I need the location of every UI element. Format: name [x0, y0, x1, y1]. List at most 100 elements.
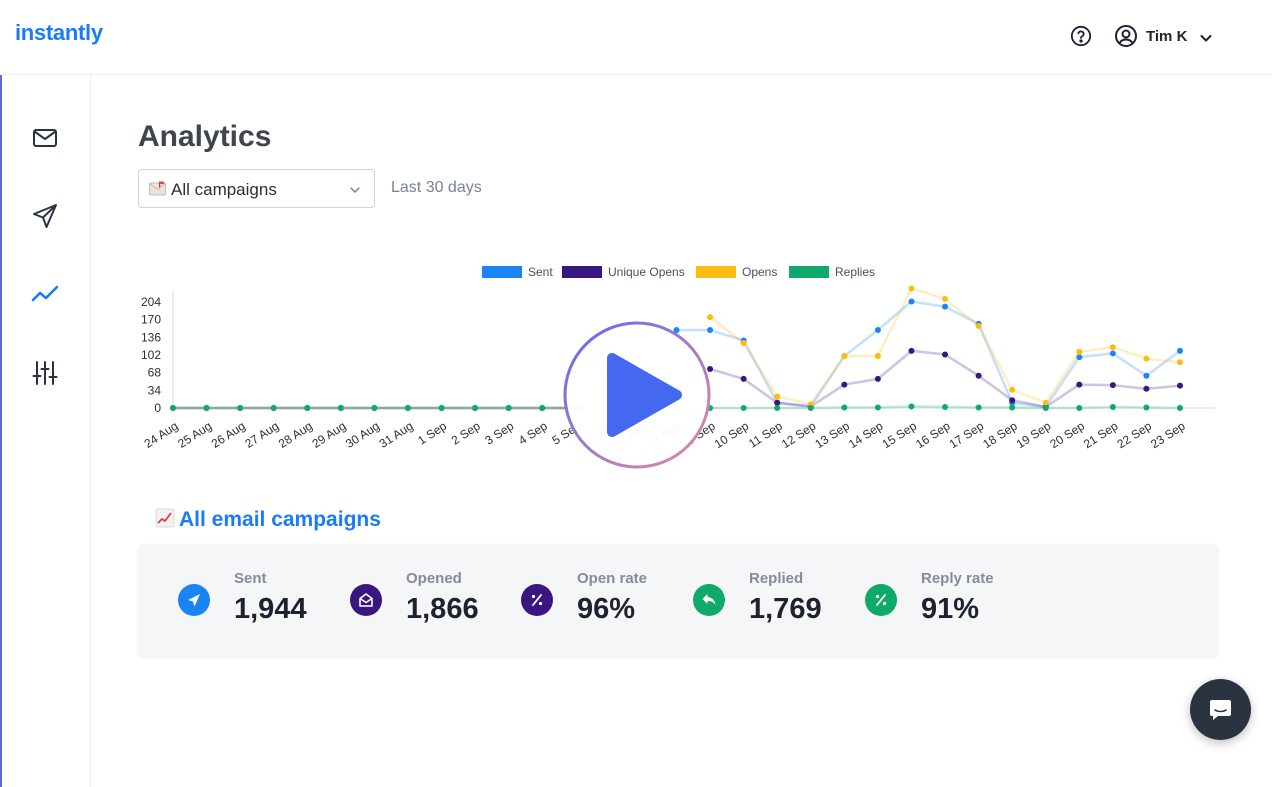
- data-point: [472, 405, 479, 411]
- y-tick-label: 102: [141, 348, 161, 362]
- data-point: [170, 405, 176, 411]
- x-tick-label: 20 Sep: [1047, 419, 1087, 452]
- data-point: [337, 405, 344, 411]
- data-point: [1109, 403, 1116, 410]
- data-point: [874, 353, 881, 360]
- brand-logo[interactable]: instantly: [15, 20, 103, 45]
- legend-swatch: [696, 266, 736, 278]
- send-icon[interactable]: [30, 201, 60, 231]
- y-tick-label: 0: [154, 401, 161, 415]
- mail-emoji-icon: [149, 181, 166, 196]
- x-tick-label: 26 Aug: [209, 419, 248, 451]
- data-point: [1042, 399, 1049, 406]
- chevron-down-icon[interactable]: [1198, 30, 1214, 46]
- data-point: [908, 298, 915, 305]
- data-point: [1109, 350, 1116, 357]
- data-point: [1009, 404, 1016, 411]
- x-tick-label: 31 Aug: [377, 419, 416, 451]
- stat-badge: [521, 584, 553, 616]
- open-envelope-icon: [359, 593, 373, 607]
- data-point: [774, 405, 781, 411]
- stat-label: Sent: [234, 570, 267, 587]
- x-tick-label: 1 Sep: [415, 419, 449, 448]
- data-point: [1177, 382, 1183, 389]
- x-tick-label: 2 Sep: [449, 419, 483, 448]
- video-play-icon[interactable]: [562, 320, 712, 470]
- data-point: [539, 405, 546, 411]
- stat-label: Opened: [406, 570, 462, 587]
- data-point: [1177, 359, 1183, 366]
- data-point: [237, 405, 244, 411]
- data-point: [908, 347, 915, 354]
- data-point: [942, 303, 949, 310]
- x-tick-label: 21 Sep: [1081, 419, 1121, 452]
- data-point: [1009, 386, 1016, 393]
- data-point: [1042, 405, 1049, 411]
- x-tick-label: 13 Sep: [812, 419, 852, 452]
- data-point: [404, 405, 411, 411]
- stat-value: 1,769: [749, 593, 822, 625]
- chat-widget-button[interactable]: [1190, 679, 1251, 740]
- data-point: [740, 405, 747, 411]
- y-tick-label: 204: [141, 295, 161, 309]
- data-point: [740, 375, 747, 382]
- y-tick-label: 136: [141, 330, 161, 344]
- x-tick-label: 18 Sep: [980, 419, 1020, 452]
- x-tick-label: 19 Sep: [1014, 419, 1054, 452]
- data-point: [841, 381, 848, 388]
- x-tick-label: 15 Sep: [880, 419, 920, 452]
- y-tick-label: 170: [141, 313, 161, 327]
- stat-value: 1,866: [406, 593, 479, 625]
- data-point: [707, 327, 714, 334]
- data-point: [774, 399, 781, 406]
- date-range-label: Last 30 days: [391, 179, 482, 196]
- settings-sliders-icon[interactable]: [30, 358, 60, 388]
- x-tick-label: 28 Aug: [276, 419, 315, 451]
- user-name[interactable]: Tim K: [1146, 28, 1188, 45]
- chat-bubble-icon: [1210, 700, 1231, 720]
- data-point: [942, 351, 949, 358]
- legend-label: Replies: [835, 265, 875, 279]
- x-tick-label: 11 Sep: [746, 419, 785, 451]
- data-point: [807, 405, 814, 411]
- campaign-select[interactable]: All campaigns: [138, 169, 375, 208]
- data-point: [874, 404, 881, 411]
- legend-label: Sent: [528, 265, 553, 279]
- data-point: [707, 366, 714, 373]
- stat-badge: [178, 584, 210, 616]
- data-point: [841, 353, 848, 360]
- data-point: [1109, 382, 1116, 389]
- data-point: [438, 405, 445, 411]
- data-point: [371, 405, 378, 411]
- mail-icon[interactable]: [30, 123, 60, 153]
- series-line: [676, 300, 1181, 409]
- x-tick-label: 16 Sep: [913, 419, 953, 452]
- stat-label: Reply rate: [921, 570, 994, 587]
- data-point: [874, 327, 881, 334]
- x-tick-label: 3 Sep: [482, 419, 516, 448]
- sidebar: [0, 75, 91, 787]
- data-point: [673, 327, 680, 334]
- section-title: All email campaigns: [155, 508, 381, 532]
- data-point: [975, 372, 982, 379]
- data-point: [707, 314, 714, 321]
- x-tick-label: 24 Aug: [142, 419, 181, 451]
- data-point: [1109, 344, 1116, 351]
- percent-icon: [531, 594, 543, 606]
- help-icon[interactable]: [1070, 25, 1092, 47]
- analytics-icon[interactable]: [30, 279, 60, 309]
- stat-label: Open rate: [577, 570, 648, 587]
- data-point: [874, 375, 881, 382]
- user-avatar-icon[interactable]: [1114, 24, 1138, 48]
- page-title: Analytics: [138, 120, 272, 153]
- x-tick-label: 17 Sep: [947, 419, 987, 452]
- data-point: [1177, 405, 1183, 411]
- stats-card: Sent 1,944 Opened 1,866 Open rate 96%: [138, 544, 1218, 657]
- x-tick-label: 4 Sep: [516, 419, 550, 448]
- x-tick-label: 22 Sep: [1115, 419, 1155, 452]
- x-tick-label: 30 Aug: [343, 419, 382, 451]
- data-point: [270, 405, 277, 411]
- section-title-text: All email campaigns: [179, 508, 381, 531]
- legend-label: Opens: [742, 265, 777, 279]
